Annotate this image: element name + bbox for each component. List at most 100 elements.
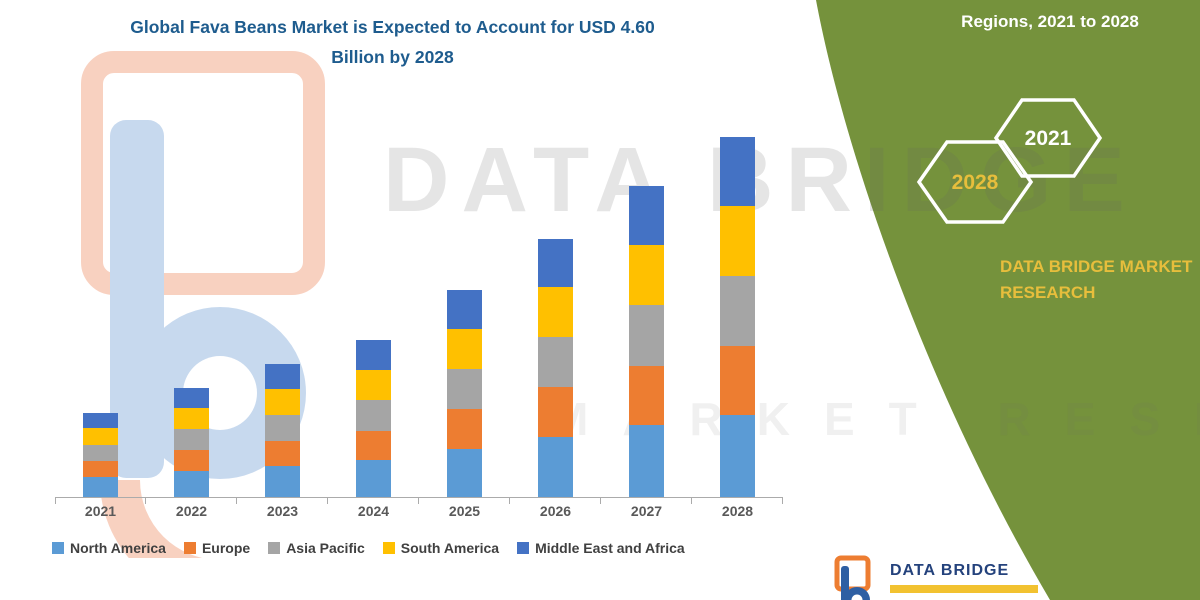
bar-segment-asia-pacific (538, 337, 573, 388)
legend-swatch (52, 542, 64, 554)
bar-segment-south-america (720, 205, 755, 276)
plot-area (55, 108, 783, 504)
bar-column-2027 (601, 108, 692, 504)
bar-segment-middle-east-and-africa (174, 387, 209, 408)
footer-brand-text: DATA BRIDGE (890, 562, 1010, 579)
bar-segment-south-america (629, 244, 664, 306)
bar-segment-middle-east-and-africa (447, 289, 482, 329)
bar-segment-europe (629, 365, 664, 425)
x-axis-label: 2025 (448, 503, 481, 519)
bar-column-2022 (146, 108, 237, 504)
year-hexagons: 2028 2021 (916, 98, 1103, 224)
chart-title: Global Fava Beans Market is Expected to … (20, 13, 765, 73)
bar-segment-asia-pacific (629, 305, 664, 366)
bar-segment-middle-east-and-africa (265, 364, 300, 390)
legend-label: South America (400, 540, 500, 556)
bar-segment-north-america (538, 436, 573, 497)
legend-item: South America (382, 540, 500, 556)
bar-segment-europe (447, 409, 482, 449)
legend-swatch (517, 542, 530, 554)
footer-accent-bar (890, 585, 1038, 593)
panel-brand-text: DATA BRIDGE MARKET RESEARCH (1000, 254, 1200, 307)
legend-swatch (268, 542, 281, 554)
bar-segment-south-america (83, 428, 118, 445)
bar-segment-south-america (356, 369, 391, 401)
legend-label: Middle East and Africa (535, 540, 685, 556)
bar-column-2028 (692, 108, 783, 504)
legend-label: Asia Pacific (286, 540, 365, 556)
legend-swatch (382, 542, 395, 554)
chart-title-line2: Billion by 2028 (331, 46, 454, 67)
legend-label: Europe (201, 540, 251, 556)
bar-segment-south-america (265, 389, 300, 415)
bar-segment-south-america (538, 287, 573, 338)
bar-segment-north-america (720, 414, 755, 497)
bar-segment-europe (83, 461, 118, 477)
bar-segment-south-america (174, 407, 209, 430)
bar-segment-asia-pacific (447, 368, 482, 410)
bar-segment-europe (356, 430, 391, 461)
bar-segment-europe (538, 387, 573, 437)
bar-segment-north-america (83, 476, 118, 497)
bar-segment-asia-pacific (356, 400, 391, 431)
footer-logo-b-stem (841, 566, 849, 600)
bar-segment-middle-east-and-africa (720, 136, 755, 206)
bar-stack (447, 289, 482, 497)
footer-logo-b-bowl (844, 587, 870, 600)
legend-item: Europe (183, 540, 251, 556)
databridge-logo-watermark (81, 51, 325, 558)
footer-logo: DATA BRIDGE (833, 554, 1038, 600)
x-axis-label: 2028 (721, 503, 754, 519)
bar-stack (538, 238, 573, 497)
bar-column-2024 (328, 108, 419, 504)
x-axis-label: 2023 (266, 503, 299, 519)
bar-segment-north-america (447, 448, 482, 497)
bar-segment-middle-east-and-africa (538, 238, 573, 288)
footer-logo-mark (834, 555, 871, 600)
bar-segment-north-america (174, 471, 209, 497)
x-axis-label: 2022 (175, 503, 208, 519)
chart-title-line1: Global Fava Beans Market is Expected to … (130, 17, 655, 37)
panel-heading: Regions, 2021 to 2028 (961, 12, 1139, 31)
bar-segment-asia-pacific (174, 429, 209, 451)
legend-swatch (183, 542, 196, 554)
hexagon-2021-label: 2021 (1025, 127, 1072, 150)
bar-column-2026 (510, 108, 601, 504)
green-panel-shape (816, 0, 1200, 600)
bar-segment-middle-east-and-africa (356, 339, 391, 370)
bar-column-2025 (419, 108, 510, 504)
footer-logo-b-hole (851, 594, 863, 600)
x-axis-label: 2021 (84, 503, 117, 519)
bar-segment-middle-east-and-africa (629, 186, 664, 245)
bar-segment-middle-east-and-africa (83, 412, 118, 429)
legend-item: North America (52, 540, 166, 556)
bar-stack (83, 412, 118, 497)
bar-segment-europe (174, 450, 209, 472)
bar-segment-asia-pacific (83, 444, 118, 462)
bar-segment-south-america (447, 328, 482, 369)
bar-segment-europe (720, 345, 755, 415)
bar-column-2023 (237, 108, 328, 504)
x-axis-label: 2026 (539, 503, 572, 519)
bar-segment-north-america (265, 465, 300, 497)
footer-text-column: DATA BRIDGE (890, 554, 1038, 593)
bar-segment-north-america (629, 425, 664, 497)
bar-stack (265, 364, 300, 497)
x-axis-label: 2024 (357, 503, 390, 519)
bar-column-2021 (55, 108, 146, 504)
bar-stack (629, 186, 664, 497)
panel-brand-line1: DATA BRIDGE MARKET (1000, 257, 1193, 276)
legend: North America Europe Asia Pacific South Ame… (52, 540, 685, 556)
hexagon-2028-label: 2028 (952, 171, 999, 194)
hexagon-2021 (993, 98, 1103, 178)
panel-brand-line2: RESEARCH (1000, 283, 1096, 303)
bar-stack (720, 136, 755, 497)
bar-segment-europe (265, 440, 300, 466)
bar-stack (356, 339, 391, 497)
bar-segment-asia-pacific (265, 414, 300, 441)
x-axis-labels: 2021 2022 2023 2024 2025 2026 2027 2028 (55, 503, 783, 519)
x-axis-label: 2027 (630, 503, 663, 519)
logo-b-stem (110, 120, 164, 478)
